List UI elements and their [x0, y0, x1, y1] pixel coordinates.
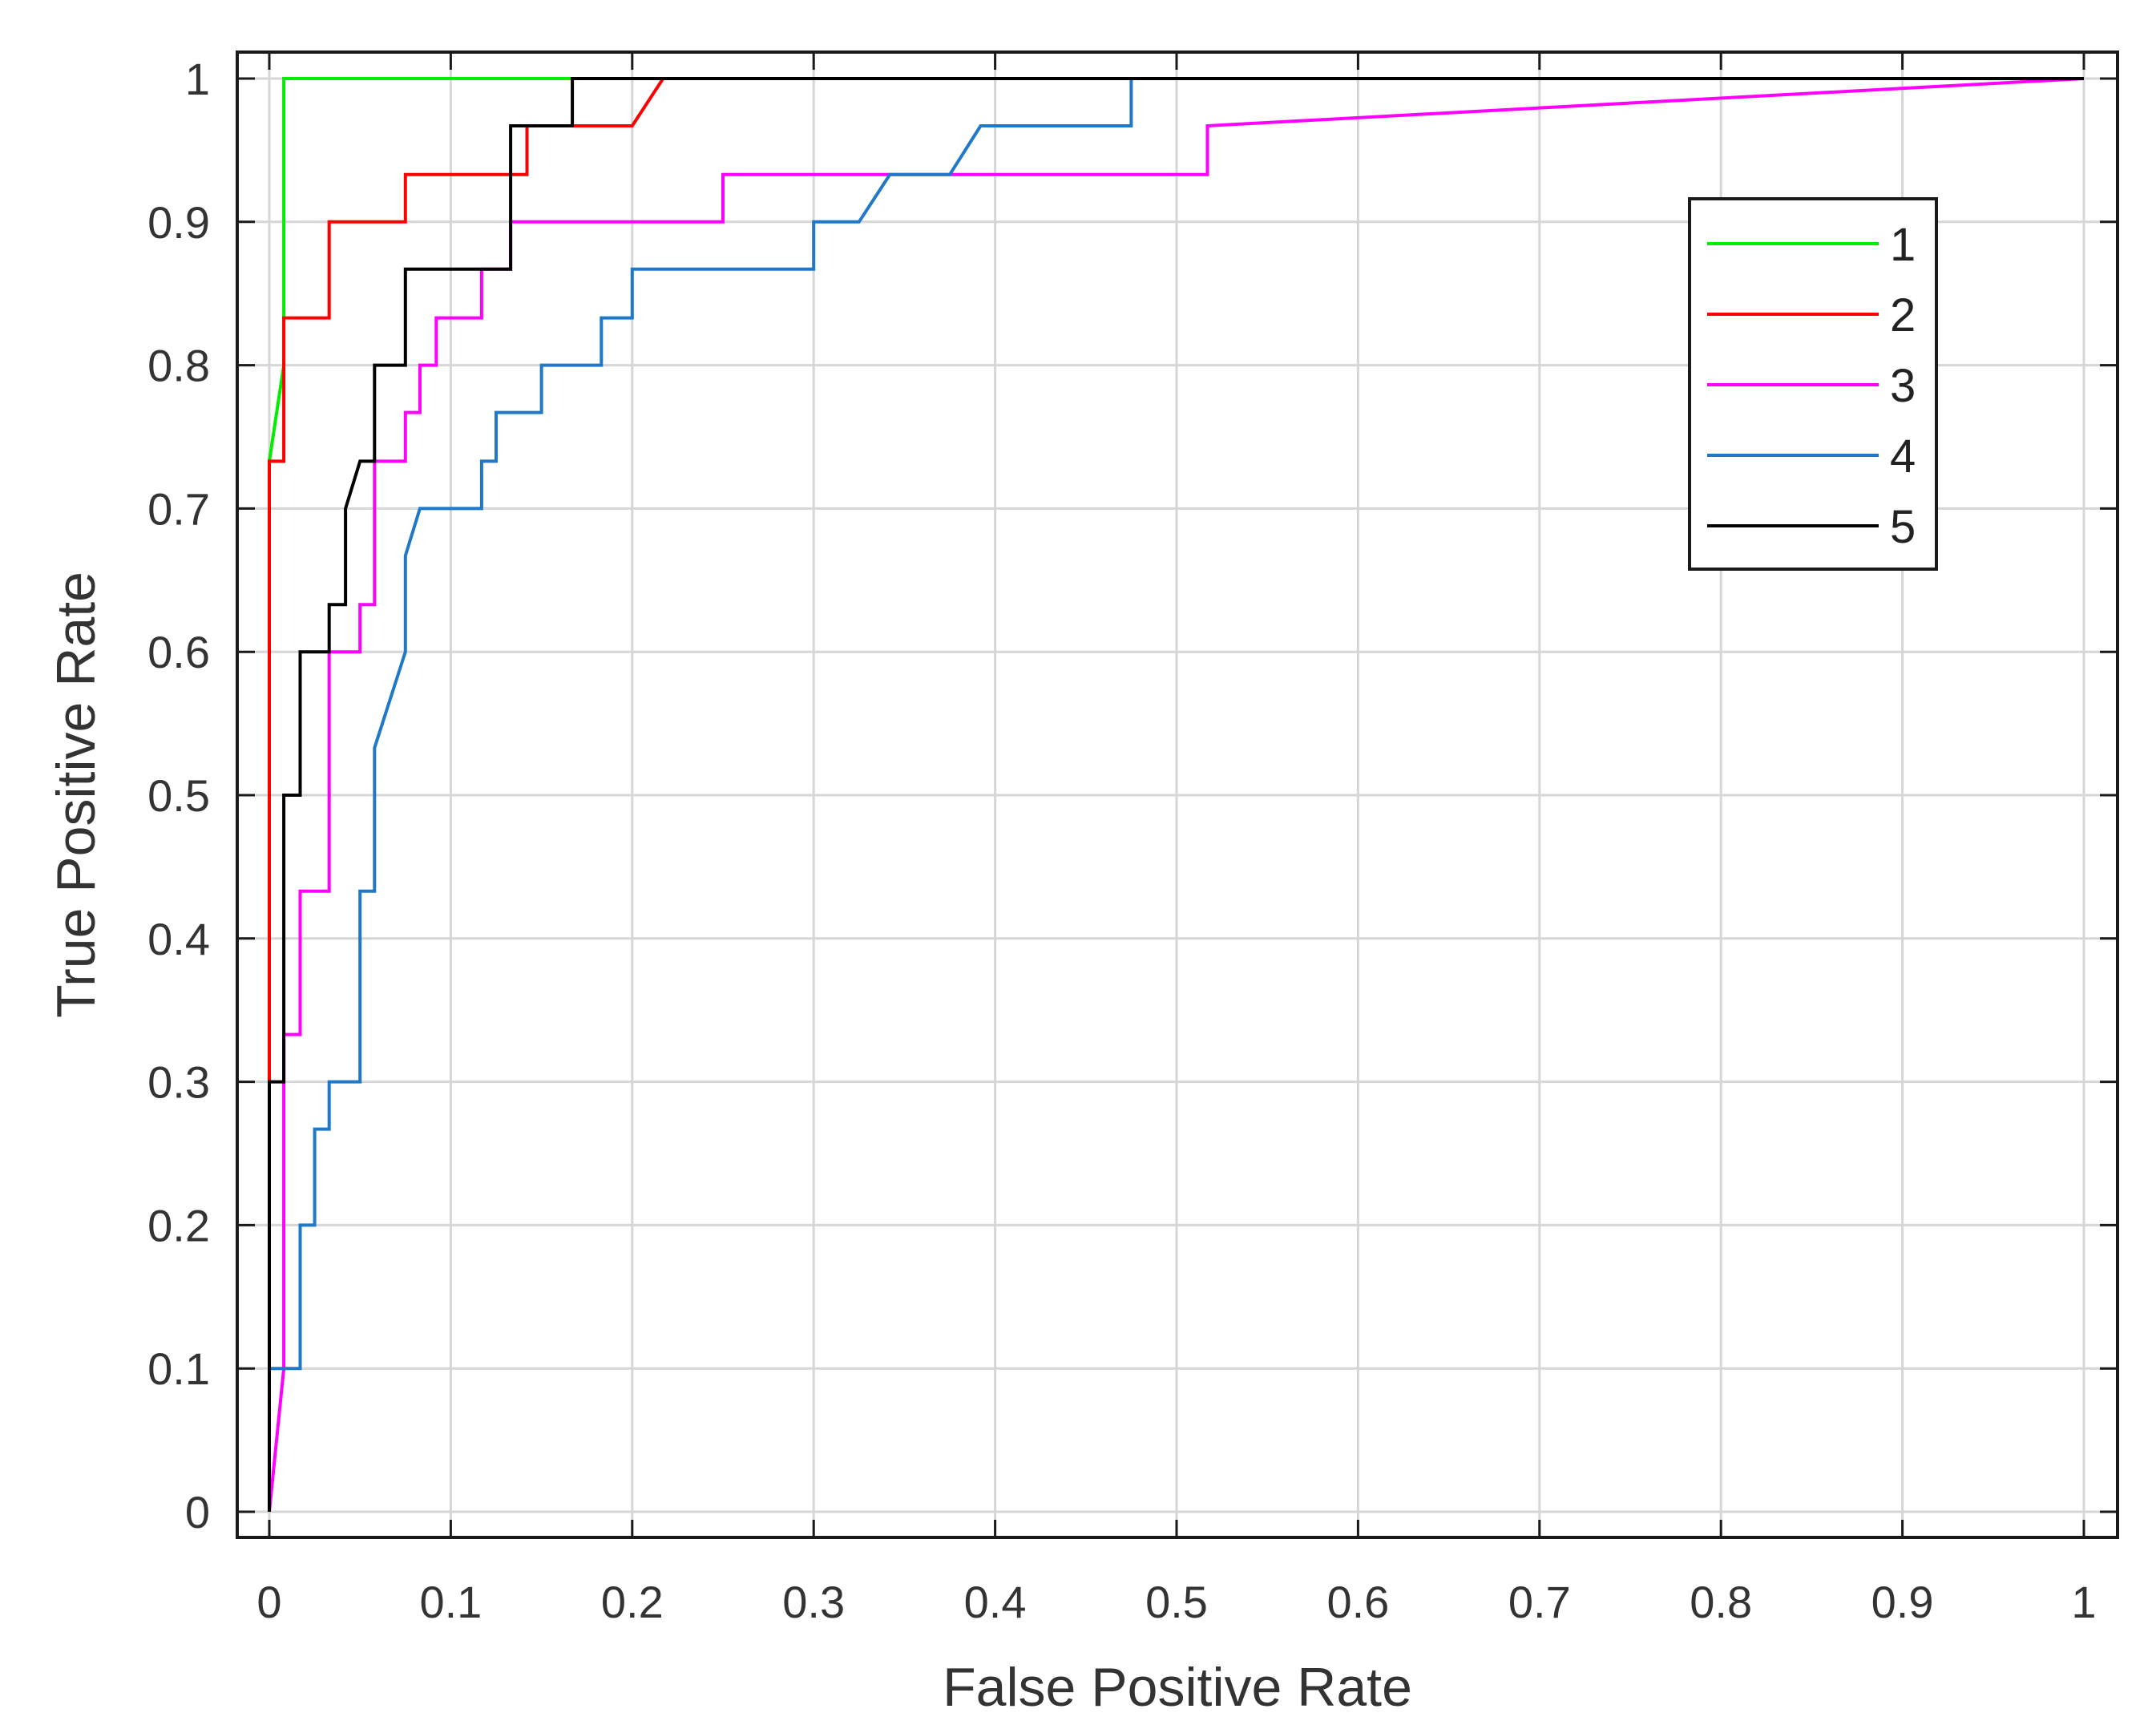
legend-label-3: 3	[1890, 360, 1916, 412]
x-tick-label: 0.7	[1508, 1577, 1571, 1627]
y-tick-label: 0.5	[147, 770, 210, 821]
y-tick-label: 0.3	[147, 1057, 210, 1108]
x-axis-label: False Positive Rate	[943, 1657, 1412, 1718]
x-tick-label: 0.8	[1690, 1577, 1752, 1627]
y-tick-label: 0.1	[147, 1343, 210, 1394]
x-tick-label: 0.9	[1871, 1577, 1934, 1627]
x-tick-label: 0	[256, 1577, 281, 1627]
y-tick-label: 0	[185, 1487, 210, 1537]
y-tick-label: 1	[185, 54, 210, 104]
x-tick-label: 0.1	[419, 1577, 482, 1627]
series-line-4	[268, 77, 2084, 1512]
y-tick-labels: 0 0.1 0.2 0.3 0.4 0.5 0.6 0.7 0.8 0.9 1	[147, 54, 210, 1537]
y-tick-label: 0.7	[147, 483, 210, 534]
x-tick-label: 0.3	[782, 1577, 845, 1627]
y-tick-label: 0.4	[147, 914, 210, 964]
y-tick-label: 0.9	[147, 197, 210, 248]
legend-label-5: 5	[1890, 501, 1916, 553]
x-tick-label: 0.2	[601, 1577, 664, 1627]
x-tick-label: 0.6	[1326, 1577, 1389, 1627]
y-axis-label: True Positive Rate	[46, 572, 107, 1018]
x-tick-labels: 0 0.1 0.2 0.3 0.4 0.5 0.6 0.7 0.8 0.9 1	[256, 1577, 2096, 1627]
legend-label-2: 2	[1890, 289, 1916, 341]
x-tick-label: 0.4	[964, 1577, 1027, 1627]
y-tick-label: 0.2	[147, 1200, 210, 1250]
series-line-2	[268, 77, 2084, 1512]
legend: 1 2 3 4 5	[1688, 197, 1938, 571]
x-tick-label: 0.5	[1145, 1577, 1208, 1627]
series-line-3	[268, 77, 2085, 1513]
y-tick-label: 0.6	[147, 627, 210, 677]
series-line-5	[268, 77, 2084, 1512]
x-tick-label: 1	[2071, 1577, 2096, 1627]
legend-label-1: 1	[1890, 219, 1916, 271]
legend-label-4: 4	[1890, 430, 1916, 483]
series-lines	[268, 77, 2085, 1513]
y-tick-label: 0.8	[147, 341, 210, 391]
axis-ticks	[237, 52, 2118, 1537]
